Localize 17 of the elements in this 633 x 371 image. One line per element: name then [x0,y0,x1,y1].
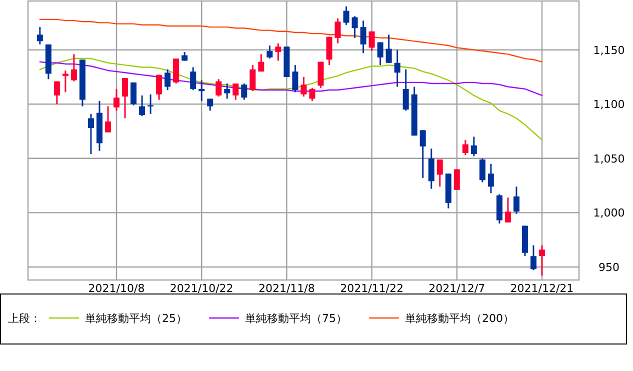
legend-label: 単純移動平均（25） [85,312,187,325]
line-series [39,18,543,62]
y-tick-label: 1,000 [593,206,625,220]
legend-label: 単純移動平均（200） [405,312,514,325]
legend-title: 上段： [8,312,41,325]
x-tick-label: 2021/10/22 [170,282,234,295]
x-tick-label: 2021/10/8 [88,282,145,295]
x-tick-label: 2021/11/8 [258,282,315,295]
x-tick-label: 2021/12/21 [510,282,574,295]
legend-label: 単純移動平均（75） [245,312,347,325]
line-series [39,58,543,141]
x-tick-label: 2021/12/7 [428,282,486,295]
y-tick-label: 950 [598,260,620,274]
x-tick-label: 2021/11/22 [340,282,404,295]
y-tick-label: 1,100 [593,98,625,112]
y-tick-label: 1,150 [593,44,625,57]
y-tick-label: 1,050 [593,152,625,166]
